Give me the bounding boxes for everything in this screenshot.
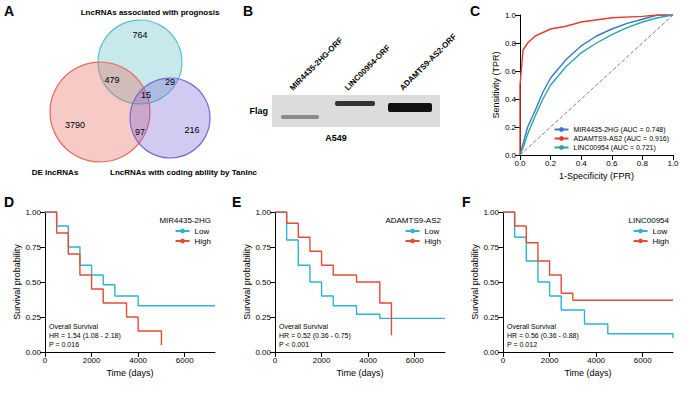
- svg-text:Low: Low: [425, 227, 440, 236]
- svg-text:0.0: 0.0: [514, 159, 526, 168]
- svg-text:0.75: 0.75: [483, 243, 499, 252]
- svg-text:Low: Low: [653, 227, 668, 236]
- svg-text:High: High: [425, 237, 441, 246]
- svg-text:P = 0.012: P = 0.012: [507, 341, 537, 348]
- svg-text:1.00: 1.00: [255, 208, 271, 217]
- svg-text:0.8: 0.8: [505, 39, 517, 48]
- svg-text:0.25: 0.25: [483, 313, 499, 322]
- svg-text:Time (days): Time (days): [564, 368, 611, 378]
- svg-text:15: 15: [141, 90, 151, 100]
- svg-text:1.0: 1.0: [505, 11, 517, 20]
- svg-text:A549: A549: [325, 133, 347, 143]
- svg-text:HR = 0.56 (0.36 - 0.88): HR = 0.56 (0.36 - 0.88): [507, 332, 579, 340]
- svg-text:LncRNAs associated with progno: LncRNAs associated with prognosis: [81, 8, 220, 17]
- svg-text:Sensitivity (TPR): Sensitivity (TPR): [491, 51, 501, 118]
- svg-text:2000: 2000: [313, 356, 331, 365]
- svg-text:6000: 6000: [176, 356, 194, 365]
- svg-text:6000: 6000: [406, 356, 424, 365]
- svg-text:0.6: 0.6: [606, 159, 618, 168]
- svg-text:A: A: [4, 3, 14, 19]
- svg-text:3790: 3790: [65, 120, 85, 130]
- svg-text:97: 97: [135, 127, 145, 137]
- svg-text:Overall Survival: Overall Survival: [507, 323, 556, 330]
- svg-text:MIR4435-2HG: MIR4435-2HG: [159, 216, 211, 225]
- svg-text:6000: 6000: [634, 356, 652, 365]
- svg-text:D: D: [4, 194, 14, 210]
- svg-text:ADAMTS9-AS2-ORF: ADAMTS9-AS2-ORF: [398, 32, 458, 92]
- svg-text:P = 0.016: P = 0.016: [49, 341, 79, 348]
- svg-text:MIR4435-2HG-ORF: MIR4435-2HG-ORF: [288, 36, 345, 93]
- svg-text:0.50: 0.50: [483, 278, 499, 287]
- svg-text:ADAMTS9-AS2: ADAMTS9-AS2: [385, 216, 441, 225]
- svg-text:0.00: 0.00: [25, 348, 41, 357]
- svg-text:High: High: [653, 237, 669, 246]
- svg-text:0.4: 0.4: [576, 159, 588, 168]
- svg-text:0.0: 0.0: [504, 150, 516, 160]
- svg-text:C: C: [470, 3, 480, 19]
- svg-text:1.00: 1.00: [483, 208, 499, 217]
- svg-text:0.25: 0.25: [255, 313, 271, 322]
- svg-text:1-Specificity (FPR): 1-Specificity (FPR): [559, 171, 634, 181]
- svg-text:0: 0: [501, 356, 506, 365]
- svg-text:HR = 0.52 (0.36 - 0.75): HR = 0.52 (0.36 - 0.75): [279, 332, 351, 340]
- svg-text:ADAMTS9-AS2 (AUC = 0.916): ADAMTS9-AS2 (AUC = 0.916): [573, 135, 669, 143]
- svg-text:Survival probability: Survival probability: [242, 244, 252, 320]
- svg-text:MIR4435-2HG (AUC = 0.748): MIR4435-2HG (AUC = 0.748): [573, 126, 665, 134]
- svg-text:0: 0: [273, 356, 278, 365]
- svg-text:LINC00954-ORF: LINC00954-ORF: [343, 43, 392, 92]
- svg-text:Time (days): Time (days): [106, 368, 153, 378]
- svg-text:B: B: [243, 3, 253, 19]
- svg-text:0.00: 0.00: [483, 348, 499, 357]
- svg-text:F: F: [462, 194, 471, 210]
- svg-text:1.0: 1.0: [667, 159, 679, 168]
- svg-text:29: 29: [165, 77, 175, 87]
- svg-text:0.00: 0.00: [255, 348, 271, 357]
- svg-text:4000: 4000: [129, 356, 147, 365]
- svg-text:0.50: 0.50: [255, 278, 271, 287]
- svg-text:0.6: 0.6: [505, 67, 517, 76]
- svg-text:Flag: Flag: [249, 106, 268, 116]
- svg-text:0.2: 0.2: [505, 123, 517, 132]
- svg-text:0.50: 0.50: [25, 278, 41, 287]
- svg-text:P < 0.001: P < 0.001: [279, 341, 309, 348]
- svg-text:0.25: 0.25: [25, 313, 41, 322]
- svg-text:0.8: 0.8: [637, 159, 649, 168]
- svg-text:4000: 4000: [359, 356, 377, 365]
- svg-text:Overall Survival: Overall Survival: [279, 323, 328, 330]
- svg-text:216: 216: [184, 125, 199, 135]
- svg-text:0.75: 0.75: [255, 243, 271, 252]
- svg-text:LINC00954: LINC00954: [629, 216, 670, 225]
- svg-text:479: 479: [104, 75, 119, 85]
- svg-text:0: 0: [43, 356, 48, 365]
- svg-text:4000: 4000: [587, 356, 605, 365]
- svg-text:Survival probability: Survival probability: [12, 244, 22, 320]
- svg-text:0.4: 0.4: [505, 95, 517, 104]
- svg-text:LINC00954 (AUC = 0.721): LINC00954 (AUC = 0.721): [573, 144, 655, 152]
- svg-text:Survival probability: Survival probability: [470, 244, 480, 320]
- svg-text:1.00: 1.00: [25, 208, 41, 217]
- svg-text:High: High: [195, 237, 211, 246]
- svg-text:Time (days): Time (days): [336, 368, 383, 378]
- svg-text:2000: 2000: [83, 356, 101, 365]
- svg-text:Overall Survival: Overall Survival: [49, 323, 98, 330]
- svg-text:0.75: 0.75: [25, 243, 41, 252]
- svg-text:764: 764: [132, 30, 147, 40]
- svg-text:Low: Low: [195, 227, 210, 236]
- svg-text:E: E: [232, 194, 241, 210]
- svg-text:2000: 2000: [541, 356, 559, 365]
- svg-text:HR = 1.54 (1.08 - 2.18): HR = 1.54 (1.08 - 2.18): [49, 332, 121, 340]
- svg-text:0.2: 0.2: [545, 159, 557, 168]
- svg-text:DE lncRNAs: DE lncRNAs: [32, 168, 79, 177]
- svg-text:LncRNAs with coding ability by: LncRNAs with coding ability by TanInc: [110, 168, 258, 177]
